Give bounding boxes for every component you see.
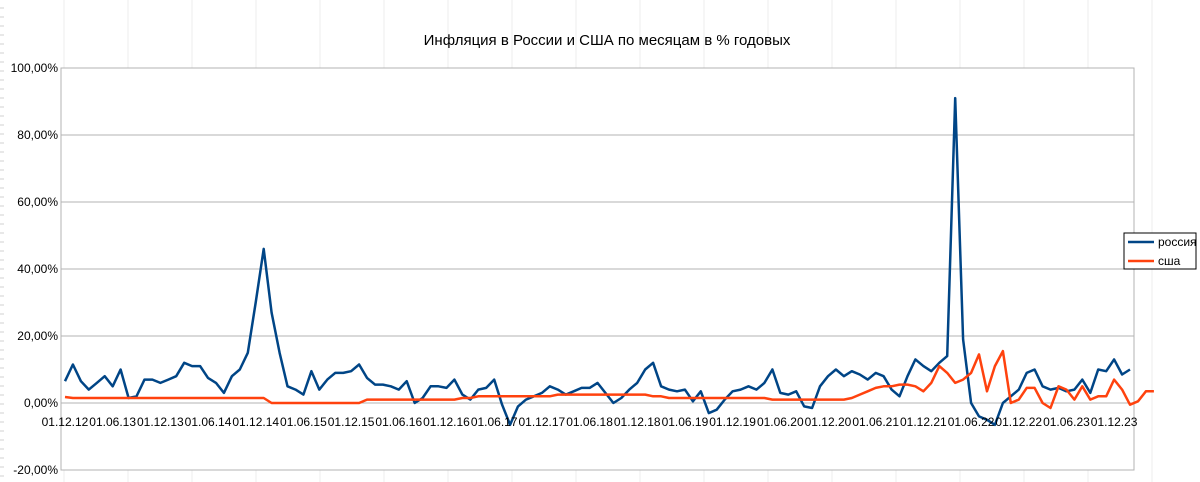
x-tick-label: 01.12.15 [328, 415, 375, 429]
y-tick-label: 0,00% [24, 396, 58, 410]
legend-label-usa: сша [1158, 254, 1181, 268]
x-tick-label: 01.12.19 [709, 415, 756, 429]
x-tick-label: 01.12.22 [995, 415, 1042, 429]
x-tick-label: 01.06.18 [566, 415, 613, 429]
x-tick-label: 01.12.23 [1091, 415, 1138, 429]
x-tick-label: 01.06.22 [948, 415, 995, 429]
x-tick-label: 01.06.14 [185, 415, 232, 429]
x-tick-label: 01.12.18 [614, 415, 661, 429]
y-tick-label: 20,00% [17, 329, 58, 343]
x-tick-label: 01.06.20 [757, 415, 804, 429]
x-tick-label: 01.06.17 [471, 415, 518, 429]
y-tick-label: 60,00% [17, 195, 58, 209]
x-tick-label: 01.12.12 [42, 415, 89, 429]
series-line-usa [64, 349, 1154, 410]
x-tick-label: 01.12.21 [900, 415, 947, 429]
chart-title: Инфляция в России и США по месяцам в % г… [424, 32, 791, 49]
x-tick-label: 01.12.16 [423, 415, 470, 429]
y-tick-labels: -20,00% 0,00% 20,00% 40,00% 60,00% 80,00% 100,… [11, 61, 59, 477]
x-tick-label: 01.06.15 [280, 415, 327, 429]
x-tick-label: 01.06.16 [375, 415, 422, 429]
legend-label-russia: россия [1158, 235, 1197, 249]
y-tick-label: 80,00% [17, 128, 58, 142]
y-tick-label: 100,00% [11, 61, 59, 75]
x-tick-label: 01.06.23 [1043, 415, 1090, 429]
x-tick-label: 01.12.13 [137, 415, 184, 429]
x-tick-label: 01.06.19 [662, 415, 709, 429]
series-lines [63, 96, 1154, 427]
x-tick-label: 01.06.21 [852, 415, 899, 429]
x-tick-label: 01.12.17 [519, 415, 566, 429]
y-tick-label: 40,00% [17, 262, 58, 276]
x-tick-label: 01.06.13 [89, 415, 136, 429]
x-tick-label: 01.12.20 [805, 415, 852, 429]
legend: россия сша [1123, 232, 1197, 270]
x-tick-label: 01.12.14 [232, 415, 279, 429]
series-line-russia [63, 96, 1131, 427]
y-tick-label: -20,00% [13, 463, 58, 477]
x-tick-labels: 01.12.12 01.06.13 01.12.13 01.06.14 01.12.14… [42, 415, 1138, 429]
